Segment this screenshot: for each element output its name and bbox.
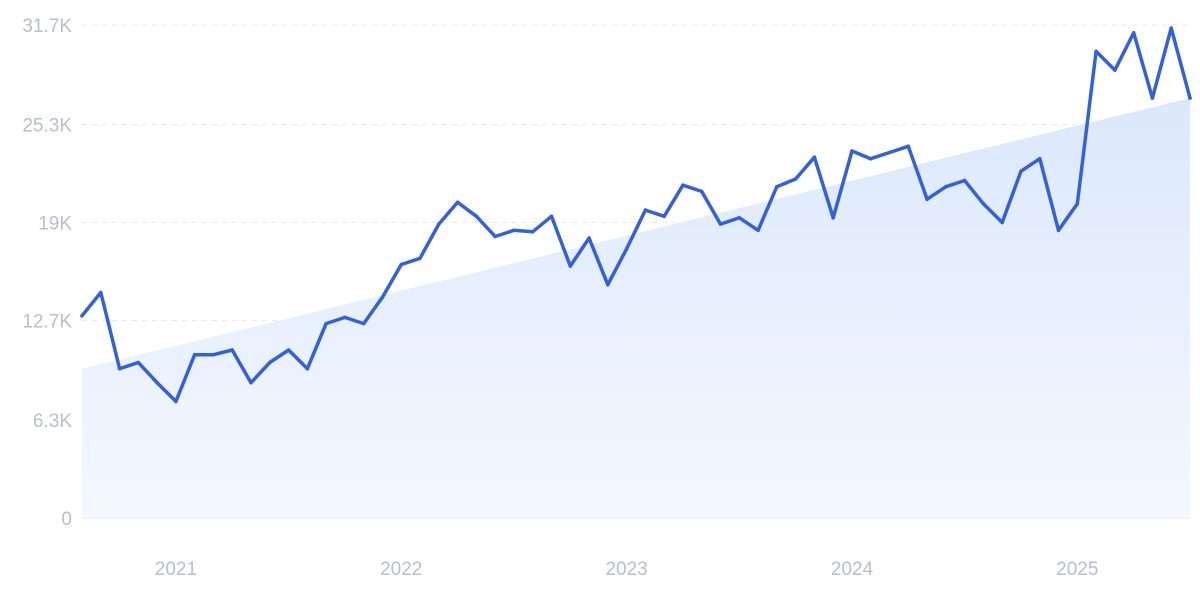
- data-point: [437, 222, 441, 226]
- data-point: [1094, 49, 1098, 54]
- data-point: [399, 262, 404, 267]
- data-point: [418, 256, 422, 261]
- data-point: [1000, 220, 1004, 225]
- y-tick-label: 0: [61, 509, 72, 530]
- data-point: [343, 315, 347, 320]
- data-point: [493, 234, 498, 239]
- data-point: [211, 352, 216, 357]
- data-point: [868, 156, 873, 161]
- data-point: [925, 197, 929, 201]
- data-point: [793, 177, 798, 181]
- data-point: [1131, 31, 1136, 35]
- data-point: [624, 247, 629, 251]
- data-point: [136, 360, 141, 365]
- data-point: [906, 144, 911, 149]
- data-point: [812, 155, 817, 159]
- data-point: [737, 216, 742, 220]
- data-point: [380, 295, 385, 300]
- data-point: [981, 202, 986, 206]
- series-line: [80, 26, 1192, 404]
- x-tick-label: 2022: [380, 559, 422, 580]
- x-tick-label: 2025: [1056, 559, 1098, 580]
- data-point: [249, 380, 253, 385]
- trend-area-fill: [82, 98, 1190, 518]
- data-point: [699, 189, 704, 194]
- data-point: [944, 184, 948, 189]
- data-point: [1019, 169, 1023, 173]
- data-point: [850, 149, 854, 153]
- data-point: [268, 360, 272, 365]
- data-point: [80, 314, 84, 318]
- data-point: [1169, 26, 1173, 30]
- data-point: [1038, 156, 1042, 161]
- data-point: [286, 348, 291, 352]
- y-tick-label: 19K: [38, 214, 72, 235]
- y-tick-label: 31.7K: [22, 16, 72, 37]
- data-point: [530, 230, 535, 234]
- data-point: [568, 264, 573, 268]
- data-points: [80, 26, 1192, 404]
- data-point: [99, 290, 103, 295]
- x-tick-label: 2024: [831, 559, 874, 580]
- x-tick-label: 2021: [155, 559, 197, 580]
- y-tick-label: 6.3K: [33, 411, 72, 432]
- data-point: [681, 183, 685, 187]
- y-tick-label: 12.7K: [22, 311, 72, 332]
- data-point: [549, 214, 554, 219]
- data-point: [587, 236, 591, 240]
- data-point: [775, 184, 779, 189]
- data-point: [1075, 202, 1080, 206]
- series-layer: [80, 26, 1192, 404]
- data-point: [155, 380, 159, 385]
- data-point: [192, 352, 197, 357]
- data-point: [718, 222, 723, 226]
- data-point: [324, 321, 328, 326]
- data-point: [117, 366, 122, 371]
- y-tick-label: 25.3K: [22, 116, 72, 137]
- data-point: [512, 228, 516, 233]
- data-point: [662, 214, 666, 219]
- data-point: [606, 282, 610, 287]
- data-point: [1150, 96, 1155, 100]
- x-tick-label: 2023: [605, 559, 647, 580]
- data-point: [1056, 228, 1061, 233]
- trend-area: [82, 98, 1190, 518]
- data-point: [361, 321, 366, 326]
- data-point: [831, 216, 835, 220]
- data-point: [756, 228, 760, 233]
- data-point: [887, 150, 892, 155]
- data-point: [1188, 96, 1192, 100]
- data-point: [230, 348, 234, 352]
- data-point: [305, 366, 310, 371]
- data-point: [455, 200, 460, 205]
- data-point: [174, 399, 178, 404]
- data-point: [1113, 68, 1117, 72]
- data-point: [643, 208, 648, 212]
- data-point: [962, 178, 967, 183]
- data-point: [474, 214, 479, 219]
- axes: 0 6.3K 12.7K 19K 25.3K 31.7K 2021 2022 2023 2024 2…: [22, 16, 1098, 580]
